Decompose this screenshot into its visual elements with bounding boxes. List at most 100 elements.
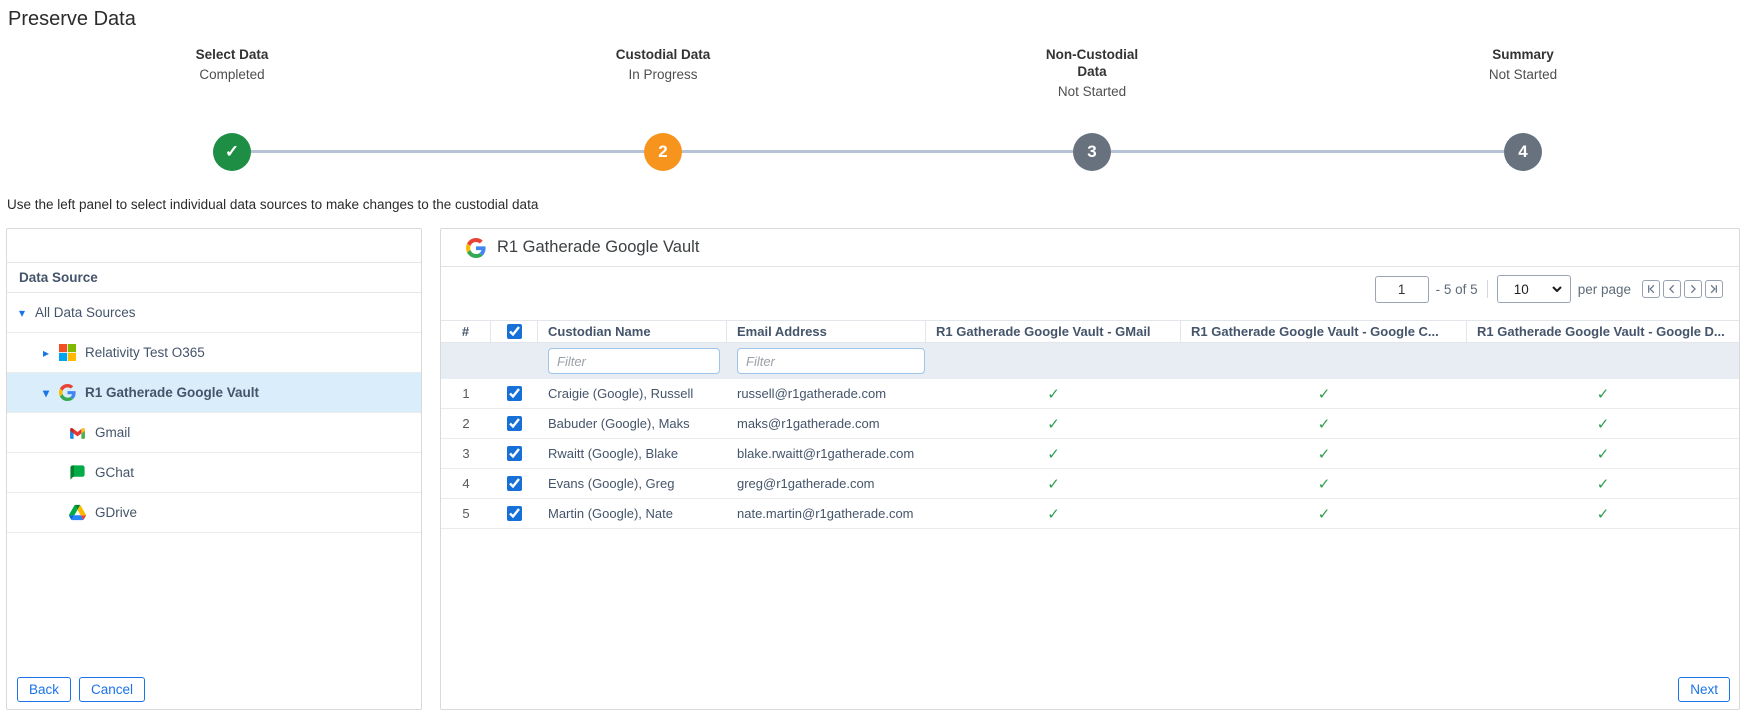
tree-item-gmail[interactable]: Gmail [7, 413, 421, 453]
step-2-text: Custodial Data In Progress [607, 46, 719, 83]
pagination-divider [1486, 280, 1488, 298]
email-address-cell: russell@r1gatherade.com [737, 386, 887, 401]
gdrive-enabled-check-icon: ✓ [1596, 415, 1610, 433]
row-checkbox[interactable] [507, 386, 522, 401]
step-label: Select Data [195, 47, 269, 62]
first-page-icon [1648, 284, 1655, 294]
gchat-enabled-check-icon: ✓ [1317, 385, 1331, 403]
tree-item-label: R1 Gatherade Google Vault [85, 385, 260, 400]
first-page-button[interactable] [1642, 280, 1660, 298]
google-icon [466, 237, 486, 258]
custodian-name-cell: Martin (Google), Nate [548, 506, 673, 521]
column-header-google-chat: R1 Gatherade Google Vault - Google C... [1181, 321, 1467, 342]
row-number: 1 [462, 386, 470, 401]
tree-item-gdrive[interactable]: GDrive [7, 493, 421, 533]
selected-source-title: R1 Gatherade Google Vault [497, 238, 700, 256]
gdrive-enabled-check-icon: ✓ [1596, 505, 1610, 523]
step-2-circle[interactable]: 2 [644, 133, 682, 171]
page-title: Preserve Data [8, 8, 136, 30]
pagination-range-text: - 5 of 5 [1435, 281, 1478, 297]
column-header-google-drive: R1 Gatherade Google Vault - Google D... [1477, 324, 1725, 339]
row-number: 5 [462, 506, 470, 521]
step-label: Summary [1492, 47, 1554, 62]
data-source-header: Data Source [7, 263, 421, 293]
caret-right-icon[interactable]: ▸ [43, 345, 50, 360]
gmail-enabled-check-icon: ✓ [1047, 475, 1060, 493]
tree-item-all-data-sources[interactable]: ▾ All Data Sources [7, 293, 421, 333]
caret-down-icon[interactable]: ▾ [19, 305, 26, 320]
tree-item-label: Gmail [95, 425, 131, 440]
table-row: 1 Craigie (Google), Russell russell@r1ga… [441, 379, 1739, 409]
tree-item-label: Relativity Test O365 [85, 345, 205, 360]
email-address-cell: blake.rwaitt@r1gatherade.com [737, 446, 915, 461]
custodian-name-cell: Craigie (Google), Russell [548, 386, 694, 401]
step-1-text: Select Data Completed [176, 46, 288, 83]
row-number: 4 [462, 476, 470, 491]
chevron-left-icon [1669, 284, 1675, 294]
tree-item-label: GChat [95, 465, 135, 480]
custodian-name-cell: Evans (Google), Greg [548, 476, 675, 491]
gchat-enabled-check-icon: ✓ [1317, 475, 1331, 493]
step-4-circle[interactable]: 4 [1504, 133, 1542, 171]
step-status: Not Started [1488, 67, 1558, 82]
column-header-select-all [491, 321, 538, 342]
row-checkbox[interactable] [507, 506, 522, 521]
custodian-name-cell: Babuder (Google), Maks [548, 416, 690, 431]
email-address-cell: maks@r1gatherade.com [737, 416, 880, 431]
tree-item-r1-gatherade-google-vault[interactable]: ▾ R1 Gatherade Google Vault [7, 373, 421, 413]
email-address-cell: greg@r1gatherade.com [737, 476, 875, 491]
step-3-text: Non-Custodial Data Not Started [1036, 46, 1148, 100]
custodian-table: # Custodian Name Email Address R1 Gather… [441, 320, 1739, 529]
data-source-toolbar [7, 229, 421, 263]
row-number: 2 [462, 416, 470, 431]
back-button[interactable]: Back [17, 677, 72, 702]
previous-page-button[interactable] [1663, 280, 1681, 298]
column-header-custodian-name: Custodian Name [538, 321, 727, 342]
stepper-connector-line [232, 150, 1523, 153]
page-number-input[interactable] [1374, 275, 1429, 303]
pagination-bar: - 5 of 5 10 per page [1374, 275, 1723, 303]
row-checkbox[interactable] [507, 416, 522, 431]
gmail-enabled-check-icon: ✓ [1047, 415, 1060, 433]
gdrive-enabled-check-icon: ✓ [1596, 475, 1610, 493]
tree-item-relativity-test-o365[interactable]: ▸ Relativity Test O365 [7, 333, 421, 373]
last-page-icon [1710, 284, 1717, 294]
filter-row [441, 343, 1739, 379]
step-1-circle-completed-check-icon[interactable]: ✓ [213, 133, 251, 171]
chevron-right-icon [1690, 284, 1696, 294]
next-button[interactable]: Next [1678, 677, 1730, 702]
gmail-enabled-check-icon: ✓ [1047, 505, 1060, 523]
instruction-text: Use the left panel to select individual … [7, 197, 539, 212]
step-3-circle[interactable]: 3 [1073, 133, 1111, 171]
table-header-row: # Custodian Name Email Address R1 Gather… [441, 320, 1739, 343]
row-checkbox[interactable] [507, 446, 522, 461]
tree-item-gchat[interactable]: GChat [7, 453, 421, 493]
email-address-filter-input[interactable] [737, 348, 925, 374]
custodial-data-panel: R1 Gatherade Google Vault - 5 of 5 10 pe… [440, 228, 1740, 710]
step-label: Non-Custodial Data [1045, 47, 1139, 79]
gmail-icon [69, 424, 87, 442]
gchat-enabled-check-icon: ✓ [1317, 505, 1331, 523]
tree-item-label: All Data Sources [35, 305, 136, 320]
data-source-panel: Data Source ▾ All Data Sources ▸ Relativ… [6, 228, 422, 710]
email-address-cell: nate.martin@r1gatherade.com [737, 506, 914, 521]
per-page-label: per page [1577, 281, 1631, 297]
column-header-gmail: R1 Gatherade Google Vault - GMail [926, 321, 1181, 342]
caret-down-icon[interactable]: ▾ [43, 385, 50, 400]
table-row: 2 Babuder (Google), Maks maks@r1gatherad… [441, 409, 1739, 439]
custodian-name-filter-input[interactable] [548, 348, 720, 374]
page-size-select[interactable]: 10 [1496, 275, 1571, 303]
row-checkbox[interactable] [507, 476, 522, 491]
select-all-checkbox[interactable] [506, 324, 522, 339]
step-label: Custodial Data [615, 47, 711, 62]
cancel-button[interactable]: Cancel [79, 677, 146, 702]
last-page-button[interactable] [1705, 280, 1723, 298]
selected-source-header: R1 Gatherade Google Vault [441, 229, 1739, 267]
gdrive-enabled-check-icon: ✓ [1596, 445, 1610, 463]
custodian-name-cell: Rwaitt (Google), Blake [548, 446, 679, 461]
step-4-text: Summary Not Started [1467, 46, 1579, 83]
column-header-number: # [441, 321, 491, 342]
microsoft-icon [59, 344, 77, 362]
next-page-button[interactable] [1684, 280, 1702, 298]
